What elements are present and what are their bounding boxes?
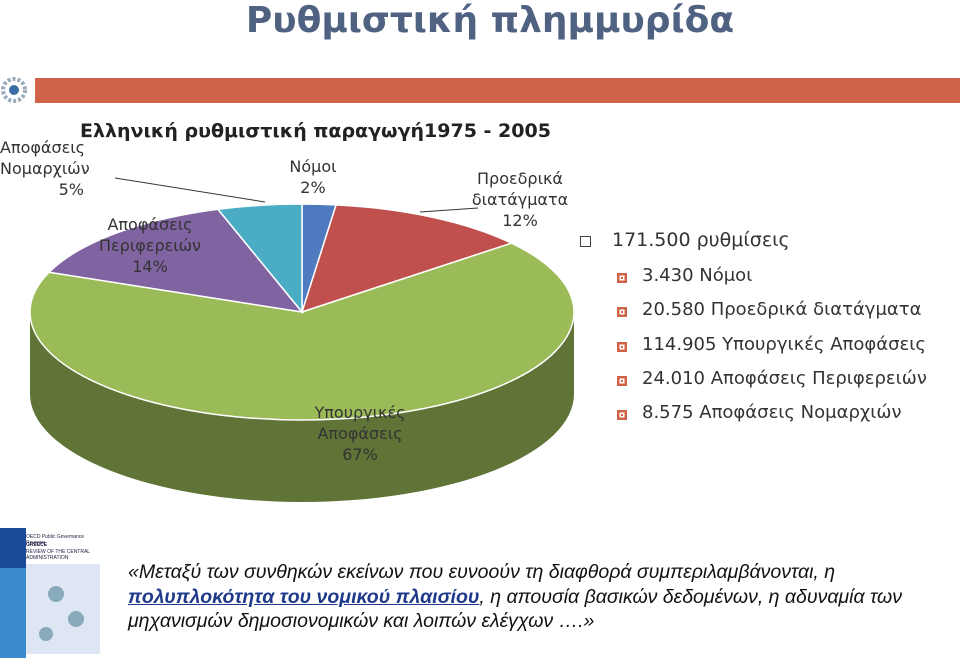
slice-label: Αποφάσεις Περιφερειών 14%: [90, 214, 210, 277]
quote-text: , η απουσία βασικών δεδομένων, η αδυναμί…: [128, 585, 902, 633]
slice-label: Υπουργικές Αποφάσεις 67%: [305, 402, 415, 465]
cover-image: [26, 564, 100, 654]
slice-label: Αποφάσεις Νομαρχιών 5%: [0, 137, 90, 200]
chart-title: Ελληνική ρυθμιστική παραγωγή1975 - 2005: [80, 120, 551, 142]
leader-line: [419, 207, 479, 213]
sub-bullet-marker: [617, 375, 627, 386]
slice-side: [30, 312, 574, 502]
report-cover: OECD Public Governance Reviews GREECE RE…: [0, 528, 100, 658]
slice-category: Προεδρικά διατάγματα: [471, 169, 569, 209]
leader-line: [114, 177, 266, 203]
sub-bullet-text: 3.430 Νόμοι: [642, 265, 753, 286]
slice-category: Νόμοι: [289, 157, 337, 176]
quote-text: «Μεταξύ των συνθηκών εκείνων που ευνοούν…: [128, 561, 836, 583]
slice-value: 12%: [502, 211, 538, 230]
sub-bullet-text: 8.575 Αποφάσεις Νομαρχιών: [642, 402, 902, 424]
slice-label: Νόμοι 2%: [263, 156, 363, 198]
sub-bullet-text: 20.580 Προεδρικά διατάγματα: [642, 299, 922, 321]
bullet-marker: [580, 236, 591, 247]
slide-title: Ρυθμιστική πλημμυρίδα: [245, 0, 735, 41]
logo: [1, 77, 27, 103]
quote-emphasis: πολυπλοκότητα του νομικού πλαισίου: [128, 585, 480, 608]
slice-value: 5%: [58, 180, 84, 199]
slice-value: 14%: [132, 257, 168, 276]
sub-bullet-text: 24.010 Αποφάσεις Περιφερειών: [642, 367, 927, 389]
slice-value: 67%: [342, 445, 378, 464]
slice: [29, 242, 575, 421]
sub-bullet-marker: [617, 341, 627, 352]
slice-value: 2%: [300, 178, 326, 197]
sub-bullet-text: 114.905 Υπουργικές Αποφάσεις: [642, 333, 926, 355]
cover-series: OECD Public Governance Reviews: [26, 534, 85, 546]
bullet-text: 171.500 ρυθμίσεις: [612, 229, 790, 251]
quote: «Μεταξύ των συνθηκών εκείνων που ευνοούν…: [128, 560, 943, 634]
slice-label: Προεδρικά διατάγματα 12%: [455, 168, 585, 231]
slice-category: Υπουργικές Αποφάσεις: [314, 403, 406, 443]
cover-subtitle: REVIEW OF THE CENTRAL ADMINISTRATION: [26, 549, 90, 561]
chart: [29, 177, 575, 502]
cover-art: [0, 528, 26, 658]
sub-bullet-marker: [617, 307, 627, 318]
slice-category: Αποφάσεις Νομαρχιών: [0, 138, 90, 178]
sub-bullet-marker: [617, 410, 627, 421]
sub-bullet-marker: [617, 273, 627, 283]
slice: [216, 203, 303, 315]
slice: [300, 204, 514, 314]
cover-country: GREECE: [26, 542, 48, 548]
title-bar: [35, 78, 960, 103]
slice-category: Αποφάσεις Περιφερειών: [98, 215, 201, 255]
